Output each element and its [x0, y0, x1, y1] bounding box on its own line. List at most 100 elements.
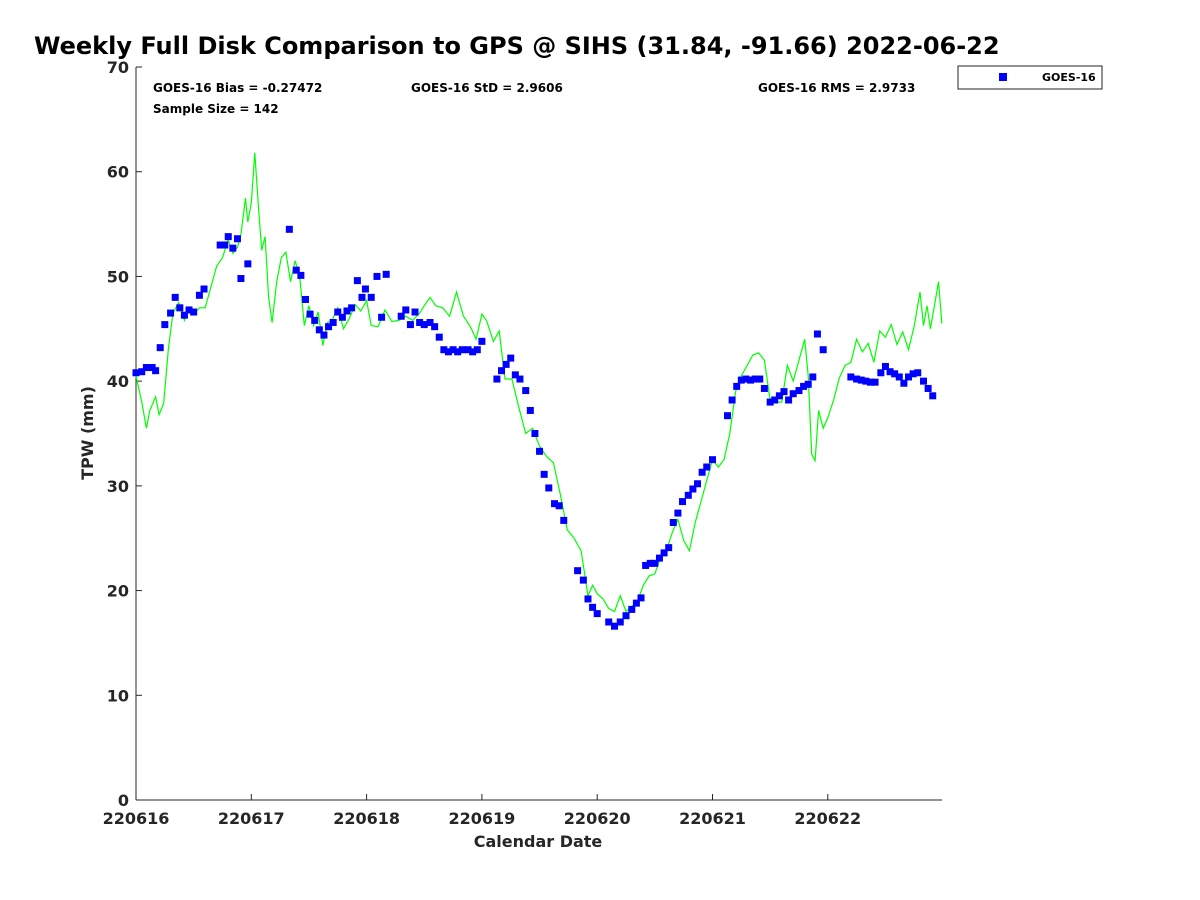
goes-16-point	[522, 387, 530, 395]
goes-16-point	[373, 272, 381, 280]
goes-16-point	[789, 390, 797, 398]
goes-16-point	[929, 392, 937, 400]
goes-16-point	[560, 516, 568, 524]
goes-16-point	[771, 396, 779, 404]
goes-16-point	[526, 406, 534, 414]
x-tick-label: 220618	[333, 809, 400, 828]
goes-16-point	[311, 316, 319, 324]
goes-16-point	[229, 244, 237, 252]
goes-16-point	[895, 373, 903, 381]
goes-16-point	[367, 293, 375, 301]
goes-16-point	[306, 310, 314, 318]
goes-16-point	[646, 559, 654, 567]
goes-16-point	[574, 567, 582, 575]
goes-16-point	[589, 603, 597, 611]
goes-16-point	[766, 398, 774, 406]
goes-16-point	[244, 260, 252, 268]
goes-16-point	[138, 368, 146, 376]
goes-16-point	[435, 333, 443, 341]
goes-16-point	[142, 364, 150, 372]
goes-16-point	[478, 337, 486, 345]
goes-16-point	[698, 468, 706, 476]
goes-16-point	[406, 321, 414, 329]
goes-16-point	[511, 371, 519, 379]
goes-16-point	[353, 277, 361, 285]
goes-16-point	[334, 308, 342, 316]
goes-16-point	[502, 360, 510, 368]
goes-16-point	[516, 375, 524, 383]
x-tick-label: 220621	[679, 809, 746, 828]
goes-16-point	[180, 311, 188, 319]
goes-16-point	[694, 480, 702, 488]
goes-16-point	[449, 346, 457, 354]
goes-16-point	[348, 304, 356, 312]
goes-16-point	[689, 485, 697, 493]
goes-16-point	[651, 559, 659, 567]
y-tick-label: 20	[107, 582, 129, 601]
goes-16-point	[531, 430, 539, 437]
chart-title: Weekly Full Disk Comparison to GPS @ SIH…	[34, 32, 1000, 60]
goes-16-point	[315, 326, 323, 334]
goes-16-point	[886, 368, 894, 376]
goes-16-point	[555, 502, 563, 510]
goes-16-point	[221, 241, 229, 249]
goes-16-point	[665, 544, 673, 552]
goes-16-point	[397, 312, 405, 320]
goes-16-point	[540, 470, 548, 478]
goes-16-point	[900, 379, 908, 387]
goes-16-point	[679, 498, 687, 506]
goes-16-point	[751, 375, 759, 383]
goes-16-point	[458, 346, 466, 354]
goes-16-point	[674, 509, 682, 517]
x-tick-label: 220622	[794, 809, 861, 828]
x-tick-label: 220617	[218, 809, 285, 828]
goes-16-point	[809, 373, 817, 381]
goes-16-point	[775, 392, 783, 400]
goes-16-point	[152, 367, 160, 375]
y-tick-label: 30	[107, 477, 129, 496]
goes-16-point	[853, 375, 861, 383]
goes-16-point	[800, 382, 808, 390]
goes-16-point	[297, 271, 305, 279]
goes-16-point	[464, 346, 472, 354]
goes-16-point	[237, 275, 245, 283]
goes-16-point	[493, 375, 501, 383]
goes-16-point	[742, 375, 750, 383]
goes-16-point	[411, 308, 419, 316]
goes-16-point	[292, 266, 300, 274]
goes-16-point	[733, 382, 741, 390]
stat-std: GOES-16 StD = 2.9606	[411, 81, 563, 95]
goes-16-point	[924, 384, 932, 392]
goes-16-point	[605, 618, 613, 626]
goes-16-point	[637, 594, 645, 602]
goes-16-point	[756, 375, 764, 383]
stat-sample-size: Sample Size = 142	[153, 102, 279, 116]
goes-16-point	[747, 376, 755, 384]
goes-16-point	[320, 331, 328, 339]
x-axis-label: Calendar Date	[474, 832, 603, 851]
goes-16-point	[804, 380, 812, 388]
legend-label-goes-16: GOES-16	[1042, 71, 1096, 84]
axes	[135, 67, 942, 801]
goes-16-point	[167, 309, 175, 317]
goes-16-series	[132, 225, 937, 630]
y-tick-label: 10	[107, 686, 129, 705]
goes-16-point	[709, 456, 716, 464]
goes-16-point	[200, 285, 208, 293]
goes-16-point	[616, 618, 624, 626]
goes-16-point	[195, 291, 203, 299]
goes-16-point	[361, 285, 369, 293]
goes-16-point	[579, 576, 587, 584]
goes-16-point	[402, 306, 410, 314]
goes-16-point	[498, 367, 506, 375]
goes-16-point	[919, 377, 927, 385]
y-axis-label: TPW (mm)	[78, 386, 97, 480]
goes-16-point	[325, 323, 333, 331]
goes-16-point	[444, 348, 452, 356]
goes-16-point	[813, 330, 821, 338]
goes-16-point	[660, 549, 668, 557]
goes-16-point	[382, 270, 390, 278]
goes-16-point	[426, 319, 434, 327]
goes-16-point	[454, 348, 462, 356]
goes-16-point	[216, 241, 224, 249]
